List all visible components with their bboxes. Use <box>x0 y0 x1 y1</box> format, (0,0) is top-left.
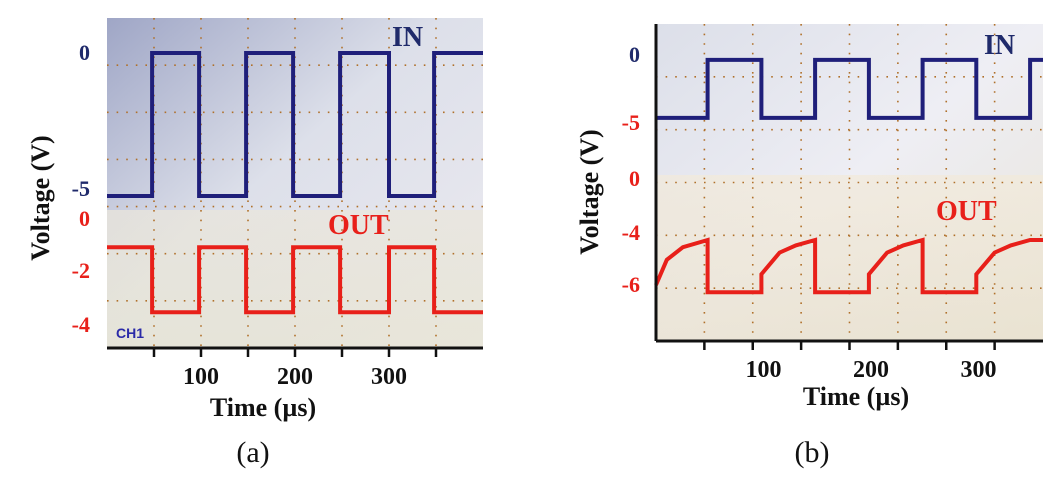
trace-in-b <box>656 57 1043 120</box>
y-tick-out-neg2-a: -2 <box>72 258 90 283</box>
x-axis-label-a: Time (µs) <box>210 393 316 422</box>
y-tick-out-neg6-b: -6 <box>622 272 640 297</box>
x-tick-label-100: 100 <box>746 357 782 383</box>
x-tick-label-300: 300 <box>371 364 407 390</box>
in-trace-label-a: IN <box>392 22 423 53</box>
traces-a <box>107 51 483 315</box>
panel-label-b: (b) <box>795 436 830 469</box>
x-tick-label-200: 200 <box>277 364 313 390</box>
y-tick-out-neg4-a: -4 <box>72 312 90 337</box>
x-tick-label-300: 300 <box>961 357 997 383</box>
ch1-label: CH1 <box>116 325 144 341</box>
panel-a: 100 200 300 CH1 IN OUT 0 -5 0 -2 -4 Voltag… <box>26 18 483 469</box>
y-tick-out-neg4-b: -4 <box>622 220 640 245</box>
y-tick-in-neg5-b: -5 <box>622 110 640 135</box>
y-axis-label-b: Voltage (V) <box>575 129 604 254</box>
y-tick-out-0-a: 0 <box>79 206 90 231</box>
out-trace-label-b: OUT <box>936 196 997 227</box>
trace-in-a <box>107 51 483 198</box>
trace-out-b <box>654 237 1043 295</box>
in-trace-label-b: IN <box>984 30 1015 61</box>
y-tick-out-0-b: 0 <box>629 166 640 191</box>
y-tick-in-neg5-a: -5 <box>72 176 90 201</box>
y-tick-in-0-a: 0 <box>79 40 90 65</box>
panel-b: 100 200 300 IN OUT 0 -5 0 -4 -6 Voltage (V… <box>575 24 1043 469</box>
x-ticks-b: 100 200 300 <box>703 341 997 383</box>
x-ticks-a: 100 200 300 <box>152 348 438 390</box>
out-trace-label-a: OUT <box>328 210 389 241</box>
panel-label-a: (a) <box>236 436 269 469</box>
x-tick-label-100: 100 <box>183 364 219 390</box>
y-tick-in-0-b: 0 <box>629 42 640 67</box>
x-axis-label-b: Time (µs) <box>803 382 909 411</box>
traces-b <box>654 57 1043 295</box>
x-tick-label-200: 200 <box>853 357 889 383</box>
grid-b <box>656 24 1043 341</box>
y-axis-label-a: Voltage (V) <box>26 135 55 260</box>
trace-out-a <box>107 245 483 315</box>
